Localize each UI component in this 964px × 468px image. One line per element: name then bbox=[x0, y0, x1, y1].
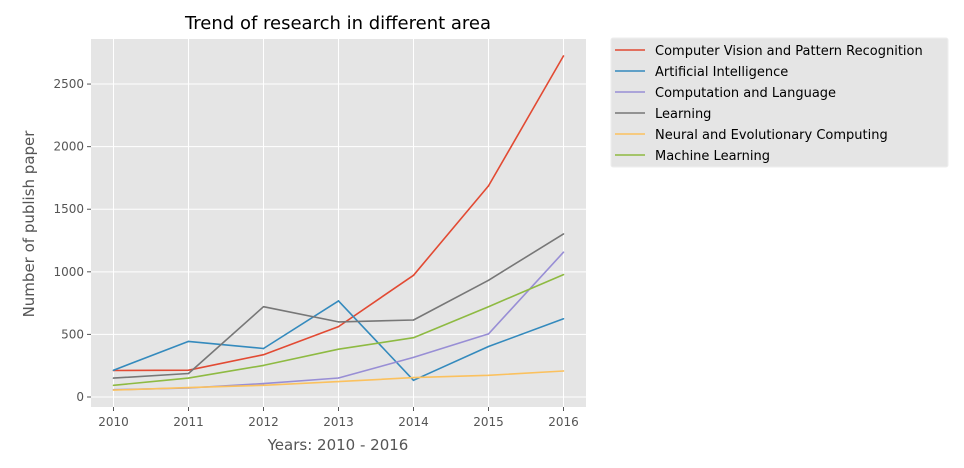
data-point bbox=[412, 319, 415, 321]
data-point bbox=[562, 273, 565, 276]
data-point bbox=[112, 384, 115, 387]
data-point bbox=[562, 317, 565, 320]
y-tick-label: 1500 bbox=[53, 202, 84, 216]
legend: Computer Vision and Pattern Recognition A… bbox=[610, 37, 949, 168]
data-point bbox=[262, 347, 265, 350]
data-point bbox=[337, 321, 340, 323]
x-tick-label: 2013 bbox=[323, 415, 354, 429]
y-tick-label: 500 bbox=[61, 327, 84, 341]
y-tick-label: 2500 bbox=[53, 77, 84, 91]
data-point bbox=[337, 300, 340, 302]
series-lines bbox=[112, 55, 565, 391]
data-point bbox=[487, 305, 490, 308]
data-point bbox=[187, 386, 190, 389]
data-point bbox=[412, 274, 415, 277]
legend-label: Learning bbox=[655, 107, 711, 122]
data-point bbox=[187, 377, 190, 379]
grid-lines bbox=[91, 39, 586, 407]
legend-label: Neural and Evolutionary Computing bbox=[655, 128, 888, 143]
x-axis-label: Years: 2010 - 2016 bbox=[267, 436, 409, 454]
data-point bbox=[112, 369, 115, 372]
data-point bbox=[337, 325, 340, 328]
data-point bbox=[412, 379, 415, 382]
legend-box bbox=[610, 37, 949, 168]
data-point bbox=[412, 376, 415, 379]
chart-title: Trend of research in different area bbox=[184, 13, 491, 34]
legend-label: Computer Vision and Pattern Recognition bbox=[655, 44, 923, 59]
data-point bbox=[337, 380, 340, 383]
data-point bbox=[262, 305, 265, 308]
x-tick-label: 2010 bbox=[98, 415, 129, 429]
data-point bbox=[262, 364, 265, 367]
data-point bbox=[487, 279, 490, 282]
y-tick-label: 2000 bbox=[53, 140, 84, 154]
data-point bbox=[262, 382, 265, 385]
data-point bbox=[112, 377, 115, 379]
data-point bbox=[262, 384, 265, 387]
data-point bbox=[562, 55, 565, 57]
legend-label: Computation and Language bbox=[655, 86, 836, 101]
x-tick-label: 2014 bbox=[398, 415, 429, 429]
data-point bbox=[337, 377, 340, 379]
x-axis: 2010 2011 2012 2013 2014 2015 2016 bbox=[98, 407, 579, 429]
y-axis: 0 500 1000 1500 2000 2500 bbox=[53, 77, 91, 404]
data-point bbox=[562, 233, 565, 235]
data-point bbox=[562, 251, 565, 253]
data-point bbox=[412, 336, 415, 339]
data-point bbox=[262, 353, 265, 356]
x-tick-label: 2011 bbox=[173, 415, 204, 429]
x-tick-label: 2015 bbox=[473, 415, 504, 429]
data-point bbox=[412, 356, 415, 359]
y-axis-label: Number of publish paper bbox=[20, 130, 38, 318]
data-point bbox=[337, 348, 340, 350]
legend-label: Artificial Intelligence bbox=[655, 65, 788, 80]
data-point bbox=[112, 389, 115, 391]
x-tick-label: 2016 bbox=[548, 415, 579, 429]
y-tick-label: 0 bbox=[76, 390, 84, 404]
data-point bbox=[187, 340, 190, 343]
data-point bbox=[487, 374, 490, 377]
data-point bbox=[487, 345, 490, 348]
data-point bbox=[562, 370, 565, 372]
x-tick-label: 2012 bbox=[248, 415, 279, 429]
legend-label: Machine Learning bbox=[655, 149, 770, 164]
data-point bbox=[487, 185, 490, 187]
data-point bbox=[187, 372, 190, 375]
y-tick-label: 1000 bbox=[53, 265, 84, 279]
data-point bbox=[487, 333, 490, 335]
data-point bbox=[187, 369, 190, 372]
